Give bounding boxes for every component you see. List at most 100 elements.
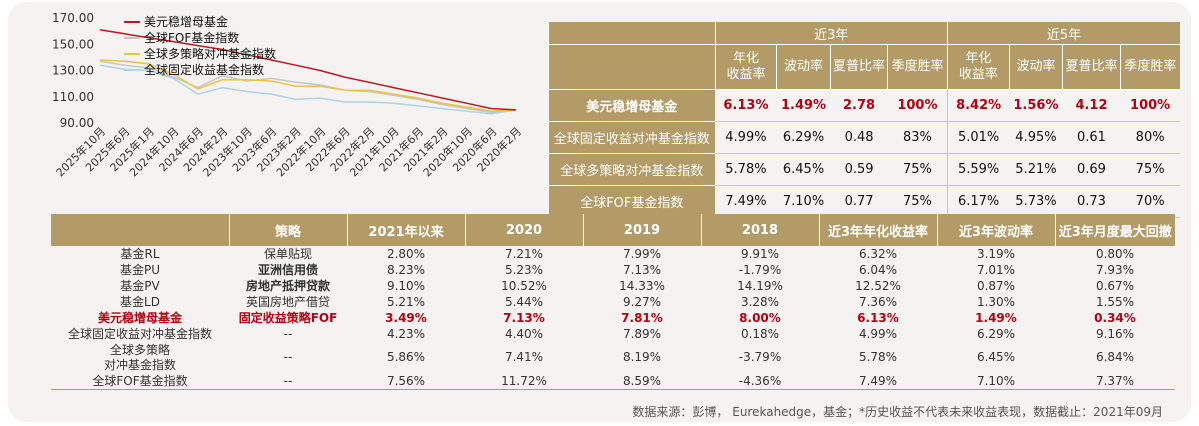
table-cell: 9.10% <box>386 278 426 293</box>
table-cell: 2.78 <box>830 89 888 122</box>
table-cell: 5.21% <box>386 294 426 309</box>
table-cell: 7.56% <box>347 373 465 390</box>
y-tick-label: 110.00 <box>52 90 94 104</box>
line-chart: 170.00150.00130.00110.0090.002025年10月202… <box>52 11 524 179</box>
table-cell: 7.36% <box>858 294 898 309</box>
table-cell: 5.73% <box>1009 185 1063 218</box>
table-cell: 3.19% <box>976 246 1016 261</box>
table-cell: 0.18% <box>740 326 780 341</box>
table-cell: 0.34% <box>1094 310 1136 325</box>
row-label: 美元稳增母基金 <box>548 89 716 122</box>
table-cell: 8.42% <box>947 89 1010 122</box>
top-table-corner-2 <box>548 44 716 90</box>
table-cell: 6.29% <box>976 326 1016 341</box>
series-line <box>99 59 517 112</box>
table-row: 美元稳增母基金 固定收益策略FOF 3.49% 7.13% 7.81% 8.00% 6.13… <box>51 310 1175 326</box>
strategy-cell: 房地产抵押贷款 <box>245 278 330 293</box>
table-cell: 83% <box>887 121 948 154</box>
table-cell: 0.80% <box>1095 246 1135 261</box>
table-cell: 5.44% <box>504 294 544 309</box>
table-cell: 7.13% <box>622 262 662 277</box>
col-header: 年化 收益率 <box>714 44 777 90</box>
table-cell: 6.04% <box>858 262 898 277</box>
table-cell: 4.95% <box>1009 121 1063 154</box>
column-header <box>51 214 229 246</box>
column-header: 近3年年化收益率 <box>818 214 937 246</box>
table-cell: 80% <box>1120 121 1180 154</box>
table-cell: 75% <box>887 153 948 186</box>
table-cell: 6.29% <box>776 121 831 154</box>
table-cell: 5.78% <box>715 153 777 186</box>
table-cell: 6.17% <box>947 185 1010 218</box>
table-cell: 5.21% <box>1009 153 1063 186</box>
table-cell: 3.49% <box>385 310 427 325</box>
col-header: 波动率 <box>776 44 831 90</box>
top-table-corner <box>548 22 716 45</box>
table-cell: 0.48 <box>830 121 888 154</box>
series-line <box>99 64 517 115</box>
table-cell: 7.93% <box>1095 262 1135 277</box>
table-row: 基金RL 保单贴现 2.80% 7.21% 7.99% 9.91% 6.32% 3.19% 0.… <box>51 246 1175 262</box>
legend-label: 美元稳增母基金 <box>144 14 228 29</box>
column-header: 2021年以来 <box>346 214 465 246</box>
table-cell: 5.01% <box>947 121 1010 154</box>
strategy-cell: -- <box>229 373 347 390</box>
table-cell: 7.13% <box>503 310 545 325</box>
table-cell: 4.99% <box>858 326 898 341</box>
table-cell: 7.41% <box>504 350 544 364</box>
row-label: 全球固定收益对冲基金指数 <box>548 121 716 154</box>
table-cell: -1.79% <box>738 262 782 277</box>
col-header: 夏普比率 <box>1062 44 1121 90</box>
fund-name: 全球多策略 对冲基金指数 <box>103 342 176 372</box>
table-cell: 0.67% <box>1095 278 1135 293</box>
table-cell: 7.49% <box>715 185 777 218</box>
table-cell: 0.69 <box>1062 153 1121 186</box>
performance-table: 近3年 近5年 年化 收益率 波动率 夏普比率 季度胜率 年化 收益率 波动率 夏普比率 季度胜率… <box>548 22 1180 218</box>
table-cell: 14.19% <box>737 278 783 293</box>
table-cell: 6.13% <box>857 310 899 325</box>
table-cell: 6.13% <box>715 89 777 122</box>
group-header-3y: 近3年 <box>714 22 948 45</box>
y-tick-label: 150.00 <box>52 37 94 51</box>
table-cell: 3.28% <box>740 294 780 309</box>
fund-name: 美元稳增母基金 <box>97 310 182 325</box>
table-row: 全球多策略 对冲基金指数 -- 5.86% 7.41% 8.19% -3.79% 5.78% 6… <box>51 342 1175 373</box>
table-row: 基金PU 亚洲信用债 8.23% 5.23% 7.13% -1.79% 6.04% 7.01%… <box>51 262 1175 278</box>
table-cell: 75% <box>1120 153 1180 186</box>
strategy-cell: 英国房地产借贷 <box>245 294 330 309</box>
table-cell: 8.23% <box>386 262 426 277</box>
row-label: 全球FOF基金指数 <box>548 185 716 218</box>
table-cell: -4.36% <box>701 373 819 390</box>
column-header: 策略 <box>228 214 347 246</box>
col-header: 年化 收益率 <box>947 44 1010 90</box>
table-row: 全球固定收益对冲基金指数 -- 4.23% 4.40% 7.89% 0.18% 4.99% 6… <box>51 326 1175 342</box>
column-header: 2018 <box>700 214 819 246</box>
column-header: 2020 <box>464 214 583 246</box>
table-cell: 75% <box>887 185 948 218</box>
table-cell: 8.19% <box>622 350 662 364</box>
table-cell: 8.00% <box>739 310 781 325</box>
table-cell: 0.59 <box>830 153 888 186</box>
series-line <box>99 60 517 114</box>
table-cell: 6.45% <box>976 350 1016 364</box>
table-cell: 1.49% <box>975 310 1017 325</box>
column-header: 近3年波动率 <box>936 214 1055 246</box>
row-label: 全球多策略对冲基金指数 <box>548 153 716 186</box>
table-cell: 0.61 <box>1062 121 1121 154</box>
table-cell: 4.23% <box>386 326 426 341</box>
table-cell: 9.91% <box>740 246 780 261</box>
table-cell: 5.78% <box>858 350 898 364</box>
column-header: 近3年月度最大回撤 <box>1054 214 1175 246</box>
fund-name: 基金RL <box>120 246 160 261</box>
table-row: 全球FOF基金指数 -- 7.56% 11.72% 8.59% -4.36% 7.49% 7.… <box>51 373 1175 390</box>
table-cell: 12.52% <box>855 278 901 293</box>
fund-name: 基金LD <box>120 294 160 309</box>
table-row: 全球固定收益对冲基金指数 4.99% 6.29% 0.48 83% 5.01% 4.95% 0… <box>548 121 1180 154</box>
table-cell: 0.77 <box>830 185 888 218</box>
y-tick-label: 130.00 <box>52 64 94 78</box>
table-cell: 100% <box>1120 89 1180 122</box>
table-cell: 0.87% <box>976 278 1016 293</box>
table-cell: 4.12 <box>1062 89 1121 122</box>
table-cell: 8.59% <box>583 373 701 390</box>
table-cell: 70% <box>1120 185 1180 218</box>
